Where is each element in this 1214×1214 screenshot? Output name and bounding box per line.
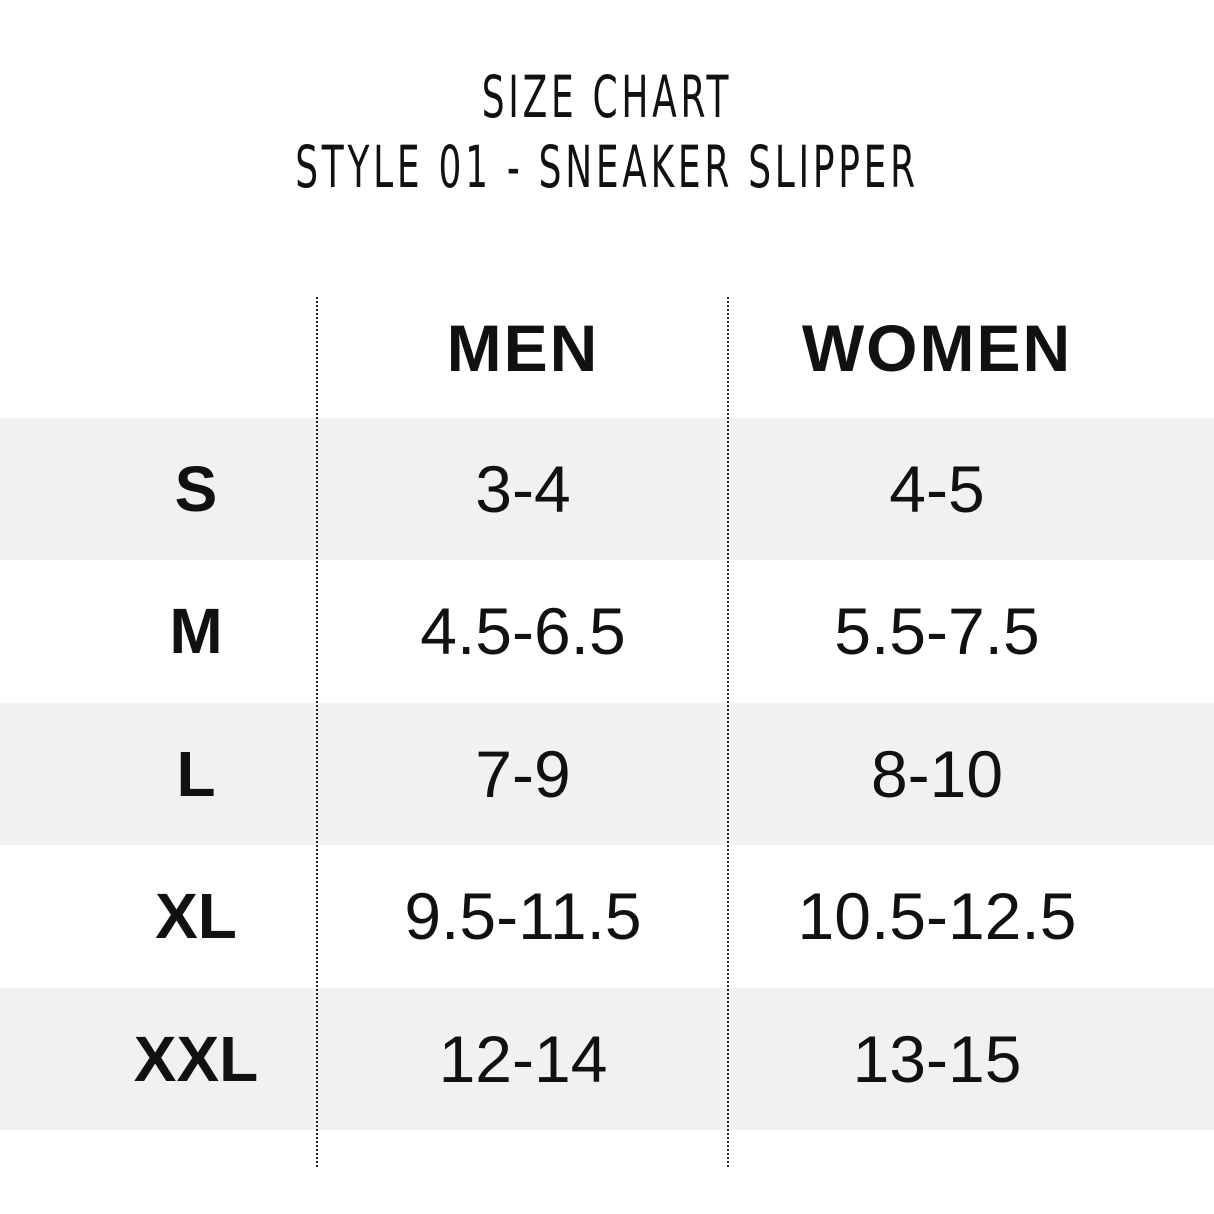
header-men: MEN (446, 311, 600, 385)
men-size: 12-14 (438, 1022, 608, 1096)
header-women: WOMEN (801, 311, 1073, 385)
women-size: 4-5 (889, 452, 985, 526)
women-size: 13-15 (852, 1022, 1022, 1096)
row-stripe (0, 988, 1214, 1130)
size-label: L (176, 738, 216, 810)
title-line-1: SIZE CHART (481, 63, 733, 131)
women-size: 5.5-7.5 (834, 594, 1040, 668)
row-stripe (0, 703, 1214, 845)
size-label: S (174, 453, 218, 525)
women-size: 10.5-12.5 (797, 879, 1077, 953)
size-label: XXL (133, 1023, 259, 1095)
column-divider (316, 297, 318, 1167)
women-size: 8-10 (870, 737, 1004, 811)
men-size: 3-4 (475, 452, 571, 526)
men-size: 4.5-6.5 (420, 594, 626, 668)
title-line-2: STYLE 01 - SNEAKER SLIPPER (295, 133, 919, 201)
row-stripe (0, 418, 1214, 560)
size-label: XL (155, 880, 237, 952)
column-divider (727, 297, 729, 1167)
men-size: 7-9 (475, 737, 571, 811)
size-label: M (169, 595, 223, 667)
men-size: 9.5-11.5 (404, 879, 642, 953)
